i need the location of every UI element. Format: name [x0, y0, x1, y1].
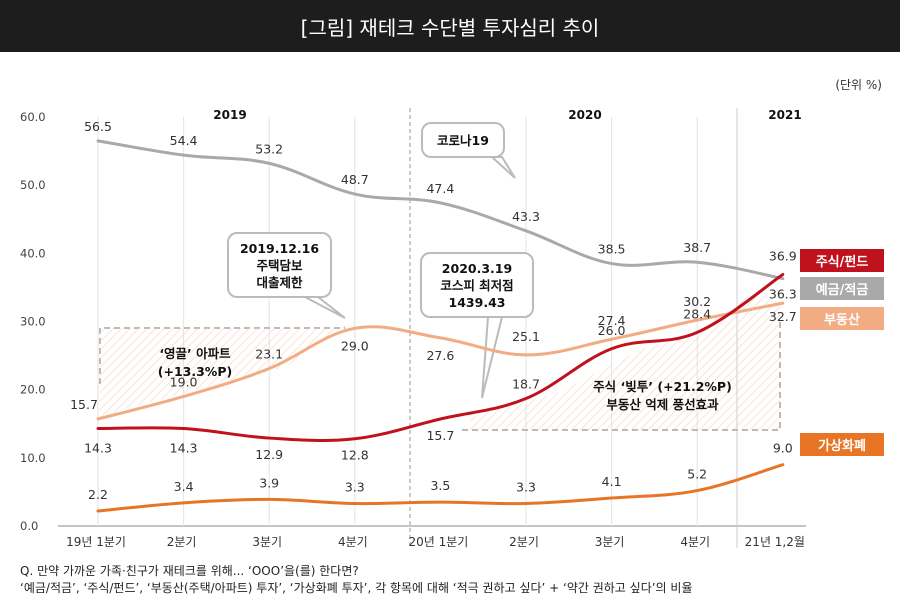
chart-title: [그림] 재테크 수단별 투자심리 추이	[0, 0, 900, 52]
callout-loan-date: 2019.12.16	[239, 240, 320, 256]
callout-kospi-line3: 1439.43	[448, 294, 506, 310]
x-tick-label: 2분기	[167, 535, 197, 549]
annotation-debt: 주식 ‘빚투’ (+21.2%P) 부동산 억제 풍선효과	[580, 378, 745, 414]
data-label: 48.7	[341, 172, 369, 187]
y-tick-label: 50.0	[20, 178, 46, 192]
x-tick-label: 4분기	[338, 535, 368, 549]
x-tick-label: 21년 1,2월	[745, 535, 805, 549]
footnote-detail: ‘예금/적금’, ‘주식/펀드’, ‘부동산(주택/아파트) 투자’, ‘가상화…	[20, 581, 693, 595]
data-label: 2.2	[88, 487, 108, 502]
data-label: 3.3	[345, 480, 365, 495]
data-label: 15.7	[426, 428, 454, 443]
data-label: 3.3	[516, 480, 536, 495]
x-tick-label: 3분기	[252, 535, 282, 549]
y-tick-label: 20.0	[20, 383, 46, 397]
data-label: 30.2	[683, 294, 711, 309]
callout-corona-pointer	[489, 156, 516, 179]
series-line-3	[96, 463, 785, 513]
data-label: 5.2	[687, 467, 707, 482]
data-label: 3.9	[259, 475, 279, 490]
legend-savings: 예금/적금	[800, 277, 884, 300]
hatch-debt	[470, 288, 780, 430]
series-line-1	[96, 139, 785, 281]
data-label: 12.9	[255, 447, 283, 462]
data-label: 12.8	[341, 448, 369, 463]
hatch-apartment	[100, 322, 345, 418]
year-label: 2020	[568, 108, 601, 122]
y-tick-label: 40.0	[20, 246, 46, 260]
legend-stocks: 주식/펀드	[800, 249, 884, 272]
data-label: 54.4	[170, 133, 198, 148]
callout-kospi-line2: 코스피 최저점	[440, 277, 514, 293]
callout-loan-pointer	[304, 296, 346, 319]
callout-corona: 코로나19	[421, 122, 505, 158]
callout-kospi: 2020.3.19 코스피 최저점 1439.43	[420, 252, 534, 318]
data-label: 19.0	[170, 374, 198, 389]
legend-real-estate: 부동산	[800, 307, 884, 330]
data-label: 3.4	[174, 479, 194, 494]
callout-loan-line3: 대출제한	[256, 274, 303, 290]
data-label: 28.4	[683, 306, 711, 321]
data-label: 14.3	[170, 441, 198, 456]
annotation-debt-line2: 부동산 억제 풍선효과	[606, 397, 719, 412]
data-label: 27.6	[426, 348, 454, 363]
callout-loan-limit: 2019.12.16 주택담보 대출제한	[227, 232, 332, 298]
annotation-debt-line1: 주식 ‘빚투’ (+21.2%P)	[593, 379, 732, 394]
x-tick-label: 20년 1분기	[408, 535, 468, 549]
x-tick-label: 4분기	[680, 535, 710, 549]
data-label: 47.4	[426, 181, 454, 196]
y-tick-label: 60.0	[20, 110, 46, 124]
callout-kospi-date: 2020.3.19	[441, 260, 513, 276]
y-tick-label: 0.0	[20, 519, 38, 533]
unit-label: (단위 %)	[835, 78, 882, 92]
annotation-box-debt	[462, 318, 781, 431]
callout-kospi-pointer	[481, 316, 504, 399]
data-label: 53.2	[255, 141, 283, 156]
x-tick-label: 19년 1분기	[66, 535, 126, 549]
data-label: 29.0	[341, 338, 369, 353]
x-tick-label: 3분기	[595, 535, 625, 549]
series-line-2	[96, 301, 785, 421]
series-line-0	[96, 272, 785, 443]
data-label: 14.3	[84, 441, 112, 456]
data-label: 15.7	[70, 397, 98, 412]
data-label: 38.5	[598, 242, 626, 257]
x-tick-label: 2분기	[509, 535, 539, 549]
data-label: 3.5	[430, 478, 450, 493]
footnote-question: Q. 만약 가까운 가족·친구가 재테크를 위해... ‘OOO’을(를) 한다…	[20, 564, 359, 578]
legend-crypto: 가상화폐	[800, 433, 884, 456]
data-label: 25.1	[512, 329, 540, 344]
callout-loan-line2: 주택담보	[256, 257, 303, 273]
data-label: 56.5	[84, 119, 112, 134]
data-label: 26.0	[598, 323, 626, 338]
y-tick-label: 30.0	[20, 315, 46, 329]
data-label: 36.9	[769, 248, 797, 263]
data-label: 23.1	[255, 347, 283, 362]
data-label: 43.3	[512, 209, 540, 224]
data-label: 36.3	[769, 287, 797, 302]
data-label: 27.4	[598, 313, 626, 328]
annotation-apartment: ‘영끌’ 아파트 (+13.3%P)	[135, 345, 255, 381]
data-label: 38.7	[683, 240, 711, 255]
data-label: 18.7	[512, 377, 540, 392]
year-label: 2019	[213, 108, 246, 122]
data-label: 4.1	[602, 474, 622, 489]
data-label: 32.7	[769, 309, 797, 324]
callout-corona-text: 코로나19	[437, 132, 489, 148]
annotation-apartment-line2: (+13.3%P)	[157, 364, 233, 379]
annotation-apartment-line1: ‘영끌’ 아파트	[159, 346, 231, 361]
y-tick-label: 10.0	[20, 451, 46, 465]
data-label: 9.0	[773, 441, 793, 456]
year-label: 2021	[768, 108, 801, 122]
